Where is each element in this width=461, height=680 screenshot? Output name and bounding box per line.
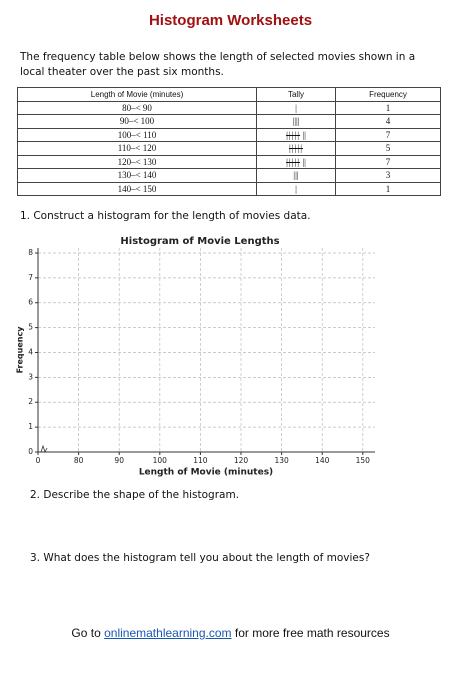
- x-tick-label: 90: [114, 456, 124, 465]
- link[interactable]: onlinemathlearning.com: [104, 626, 232, 640]
- x-tick-label: 140: [315, 456, 330, 465]
- y-tick-label: 4: [28, 347, 33, 356]
- table-row: 100–< 110 ||||| || 7: [17, 127, 441, 142]
- table-cell: 7: [335, 127, 441, 142]
- table-cell: 80–< 90: [17, 100, 257, 115]
- table-row: 110–< 120 ||||| 5: [17, 141, 441, 156]
- table-cell: 4: [335, 114, 441, 129]
- intro: The frequency table below shows the leng…: [20, 51, 416, 78]
- column-header: Frequency: [335, 87, 441, 102]
- y-tick-label: 7: [28, 273, 33, 282]
- title: Histogram Worksheets: [148, 12, 313, 29]
- y-tick-label: 1: [28, 422, 33, 431]
- table-row: 80–< 90 | 1: [17, 100, 441, 115]
- table-row: 90–< 100 |||| 4: [17, 114, 441, 129]
- table-cell: 3: [335, 168, 441, 183]
- table-cell: 7: [335, 154, 441, 169]
- table-row: 130–< 140 ||| 3: [17, 168, 441, 183]
- x-tick-label: 120: [234, 456, 249, 465]
- table-cell: 110–< 120: [17, 141, 257, 156]
- column-header: Tally: [256, 87, 336, 102]
- y-tick-label: 5: [28, 323, 33, 332]
- tally: ||||| ||: [256, 154, 336, 169]
- table-row: 140–< 150 | 1: [17, 181, 441, 196]
- table-cell: 130–< 140: [17, 168, 257, 183]
- table-cell: 1: [335, 100, 441, 115]
- table-cell: 5: [335, 141, 441, 156]
- table-cell: 90–< 100: [17, 114, 257, 129]
- tally: |||||: [256, 141, 336, 156]
- footer: Go to onlinemathlearning.com for more fr…: [0, 626, 461, 640]
- x-tick-label: 150: [356, 456, 371, 465]
- question: 1. Construct a histogram for the length …: [20, 210, 311, 222]
- axis-break: [40, 444, 48, 454]
- y-tick-label: 2: [28, 397, 33, 406]
- table-body: 80–< 90 | 1 90–< 100 |||| 4 100–< 110 ||||| || 7…: [17, 100, 441, 196]
- y-tick-label: 3: [28, 372, 33, 381]
- y-tick-label: 8: [28, 248, 33, 257]
- chart-title: Histogram of Movie Lengths: [120, 236, 279, 247]
- x-tick-label: 100: [153, 456, 168, 465]
- x-tick-label: 130: [274, 456, 289, 465]
- table-row: 120–< 130 ||||| || 7: [17, 154, 441, 169]
- tally: ||||| ||: [256, 127, 336, 142]
- x-tick-label: 0: [36, 456, 41, 465]
- table-cell: 140–< 150: [17, 181, 257, 196]
- tally: |||: [256, 168, 336, 183]
- tally: |: [256, 100, 336, 115]
- tally: |: [256, 181, 336, 196]
- footer-text: Go to: [71, 626, 101, 640]
- x-tick-label: 80: [74, 456, 84, 465]
- frequency-table: Length of Movie (minutes) Tally Frequenc…: [17, 87, 441, 196]
- y-tick-label: 6: [28, 298, 33, 307]
- y-tick-label: 0: [28, 447, 33, 456]
- question: 2. Describe the shape of the histogram.: [30, 489, 240, 501]
- footer-text: for more free math resources: [234, 626, 390, 640]
- table-cell: 1: [335, 181, 441, 196]
- x-tick-label: 110: [193, 456, 208, 465]
- y-axis-label: Frequency: [16, 326, 25, 374]
- tally: ||||: [256, 114, 336, 129]
- table-cell: 120–< 130: [17, 154, 257, 169]
- question: 3. What does the histogram tell you abou…: [30, 552, 370, 564]
- table-cell: 100–< 110: [17, 127, 257, 142]
- column-header: Length of Movie (minutes): [17, 87, 257, 102]
- x-axis-label: Length of Movie (minutes): [139, 468, 273, 478]
